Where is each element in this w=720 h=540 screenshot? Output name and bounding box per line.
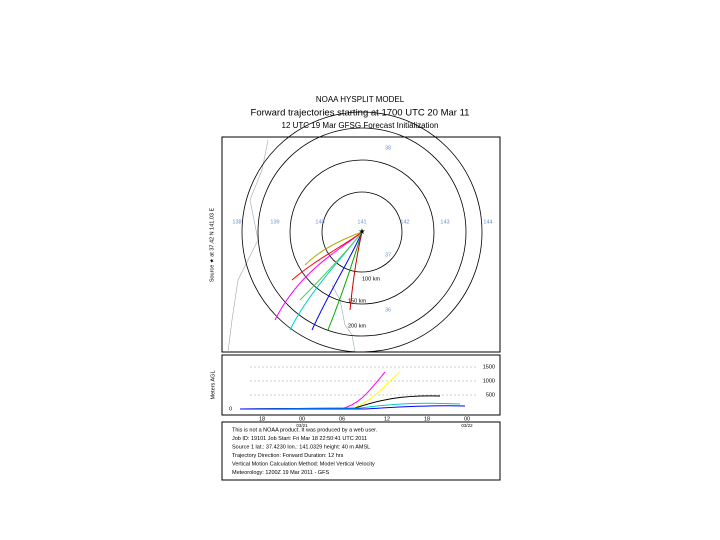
ring: [289, 159, 435, 305]
height-tick-label: 0: [229, 406, 232, 412]
lon-label: 139: [270, 219, 279, 225]
date-label: 03/21: [296, 423, 308, 428]
lat-label: 37: [385, 252, 391, 258]
height-tick-label: 1500: [483, 364, 495, 370]
ring: [321, 191, 403, 273]
time-label: 18: [424, 416, 430, 422]
ring: [241, 111, 483, 353]
info-line: This is not a NOAA product. It was produ…: [232, 427, 378, 433]
coastline: [331, 284, 356, 353]
trajectory: [299, 231, 363, 301]
info-lines: This is not a NOAA product. It was produ…: [232, 427, 378, 476]
time-label: 00: [464, 416, 470, 422]
trajectory: [291, 231, 363, 281]
range-rings: [241, 111, 483, 353]
trajectories: [274, 231, 363, 331]
trace: [240, 405, 466, 410]
time-label: 00: [299, 416, 305, 422]
ring-label: 200 km: [348, 323, 366, 329]
info-line: Meteorology: 1200Z 19 Mar 2011 - GFS: [232, 470, 329, 476]
trajectory: [327, 231, 363, 331]
title: NOAA HYSPLIT MODEL: [316, 95, 405, 104]
time-label: 06: [339, 416, 345, 422]
info-line: Job ID: 19101 Job Start: Fri Mar 18 22:5…: [232, 436, 367, 442]
init-line: 12 UTC 19 Mar GFSG Forecast Initializati…: [282, 121, 439, 130]
trajectory: [311, 231, 363, 331]
date-label: 03/22: [461, 423, 473, 428]
info-line: Source 1 lat.: 37.4230 lon.: 141.0329 he…: [232, 444, 370, 450]
ring-label: 100 km: [362, 276, 380, 282]
trajectory: [349, 231, 363, 311]
trace: [239, 402, 461, 410]
height-traces: [239, 371, 466, 410]
height-tick-label: 1000: [483, 378, 495, 384]
lon-label: 138: [232, 219, 241, 225]
info-line: Trajectory Direction: Forward Duration: …: [232, 453, 344, 459]
ring-labels: 100 km 150 km 200 km: [348, 276, 380, 329]
lon-label: 140: [315, 219, 324, 225]
info-frame: [221, 421, 501, 481]
lat-label: 36: [385, 307, 391, 313]
subtitle: Forward trajectories starting at 1700 UT…: [251, 108, 470, 119]
info-line: Vertical Motion Calculation Method: Mode…: [232, 461, 375, 467]
height-tick-label: 500: [486, 392, 495, 398]
time-label: 12: [384, 416, 390, 422]
lon-label: 144: [483, 219, 492, 225]
height-frame: [221, 354, 501, 416]
lon-label: 143: [440, 219, 449, 225]
height-ticks: 1500 1000 500 0: [229, 364, 495, 412]
trajectory: [304, 231, 363, 266]
ring-label: 150 km: [348, 298, 366, 304]
lon-label: 141: [357, 219, 366, 225]
source-star: ★: [358, 227, 365, 236]
height-axis-label: Meters AGL: [210, 370, 216, 399]
time-label: 18: [259, 416, 265, 422]
lon-labels: 138 139 140 141 142 143 144 38 37 36: [232, 145, 492, 313]
lat-label: 38: [385, 145, 391, 151]
source-label: Source ★ at 37.42 N 141.03 E: [208, 208, 215, 283]
lon-label: 142: [400, 219, 409, 225]
ring: [257, 127, 467, 337]
